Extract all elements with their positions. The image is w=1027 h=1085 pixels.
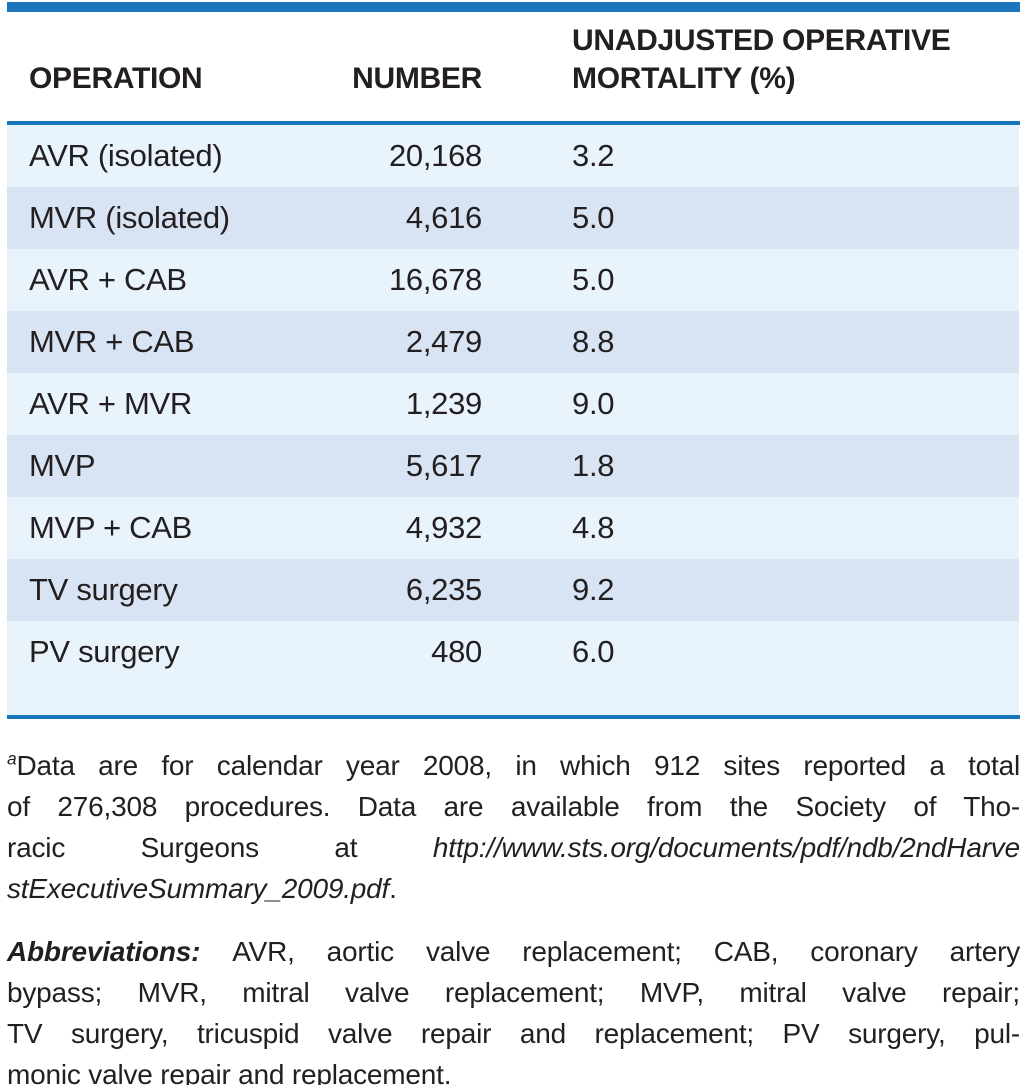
number-cell: 16,678	[388, 262, 482, 297]
number-cell: 6,235	[405, 572, 482, 607]
number-cell: 5,617	[405, 448, 482, 483]
operation-cell: MVR + CAB	[29, 324, 195, 359]
footnote-text: .	[389, 873, 397, 904]
column-header-mortality-line2: MORTALITY (%)	[572, 62, 796, 95]
mortality-table: OPERATION NUMBER UNADJUSTED OPERATIVE MO…	[7, 12, 1019, 121]
table-body: AVR (isolated) 20,168 3.2 MVR (isolated)…	[7, 125, 1019, 715]
footnote-line: aData are for calendar year 2008, in whi…	[7, 745, 1020, 786]
mortality-cell: 8.8	[572, 324, 615, 359]
number-cell: 2,479	[405, 324, 482, 359]
footnote-line: racic Surgeons at http://www.sts.org/doc…	[7, 827, 1020, 868]
table-row: AVR + CAB 16,678 5.0	[7, 249, 1019, 311]
number-cell: 480	[431, 634, 482, 669]
abbreviations-line: TV surgery, tricuspid valve repair and r…	[7, 1018, 1020, 1049]
operation-cell: MVP + CAB	[29, 510, 192, 545]
table-row: MVP + CAB 4,932 4.8	[7, 497, 1019, 559]
mortality-cell: 5.0	[572, 200, 615, 235]
mortality-cell: 3.2	[572, 138, 615, 173]
abbreviations-line: Abbreviations: AVR, aortic valve replace…	[7, 931, 1020, 972]
column-header-operation: OPERATION	[29, 62, 203, 95]
column-header-mortality-line1: UNADJUSTED OPERATIVE	[572, 24, 951, 57]
table-row: AVR (isolated) 20,168 3.2	[7, 125, 1019, 187]
mortality-cell: 9.0	[572, 386, 615, 421]
table-row: PV surgery 480 6.0	[7, 621, 1019, 683]
footer-divider-rule	[7, 715, 1020, 719]
table-row: MVP 5,617 1.8	[7, 435, 1019, 497]
mortality-cell: 5.0	[572, 262, 615, 297]
footnote-paragraph: aData are for calendar year 2008, in whi…	[7, 745, 1020, 909]
mortality-cell: 9.2	[572, 572, 615, 607]
footnote-line: of 276,308 procedures. Data are availabl…	[7, 791, 1020, 822]
mortality-cell: 1.8	[572, 448, 615, 483]
number-cell: 4,932	[405, 510, 482, 545]
number-cell: 20,168	[388, 138, 482, 173]
mortality-cell: 6.0	[572, 634, 615, 669]
operation-cell: MVP	[29, 448, 96, 483]
table-header-row: OPERATION NUMBER UNADJUSTED OPERATIVE MO…	[7, 12, 1019, 121]
table-notes: aData are for calendar year 2008, in whi…	[7, 719, 1020, 1085]
table-row: MVR (isolated) 4,616 5.0	[7, 187, 1019, 249]
footnote-url: stExecutiveSummary_2009.pdf	[7, 873, 390, 904]
header-divider-rule	[7, 121, 1020, 125]
footnote-line: stExecutiveSummary_2009.pdf.	[7, 868, 1020, 909]
number-cell: 4,616	[405, 200, 482, 235]
table-row: MVR + CAB 2,479 8.8	[7, 311, 1019, 373]
column-header-number: NUMBER	[352, 62, 482, 95]
footnote-url: http://www.sts.org/documents/pdf/ndb/2nd…	[432, 832, 1020, 863]
footnote-text: Data are for calendar year 2008, in whic…	[16, 750, 1020, 781]
mortality-cell: 4.8	[572, 510, 615, 545]
footnote-text: racic Surgeons at	[7, 832, 433, 863]
footnote-marker: a	[7, 748, 17, 769]
number-cell: 1,239	[405, 386, 482, 421]
operation-cell: AVR (isolated)	[29, 138, 223, 173]
operation-cell: AVR + CAB	[29, 262, 187, 297]
operation-cell: PV surgery	[29, 634, 180, 669]
abbreviations-label: Abbreviations:	[7, 936, 233, 967]
abbreviations-line: monic valve repair and replacement.	[7, 1059, 452, 1085]
table-bottom-spacer	[7, 683, 1019, 715]
table-row: TV surgery 6,235 9.2	[7, 559, 1019, 621]
abbreviations-paragraph: Abbreviations: AVR, aortic valve replace…	[7, 931, 1020, 1085]
operation-cell: MVR (isolated)	[29, 200, 230, 235]
top-accent-bar	[7, 2, 1020, 12]
operation-cell: TV surgery	[29, 572, 178, 607]
operation-cell: AVR + MVR	[29, 386, 192, 421]
column-header-mortality: UNADJUSTED OPERATIVE MORTALITY (%)	[482, 22, 1019, 98]
abbreviations-line: bypass; MVR, mitral valve replacement; M…	[7, 977, 1020, 1008]
abbreviations-text: AVR, aortic valve replacement; CAB, coro…	[232, 936, 1020, 967]
table-row: AVR + MVR 1,239 9.0	[7, 373, 1019, 435]
